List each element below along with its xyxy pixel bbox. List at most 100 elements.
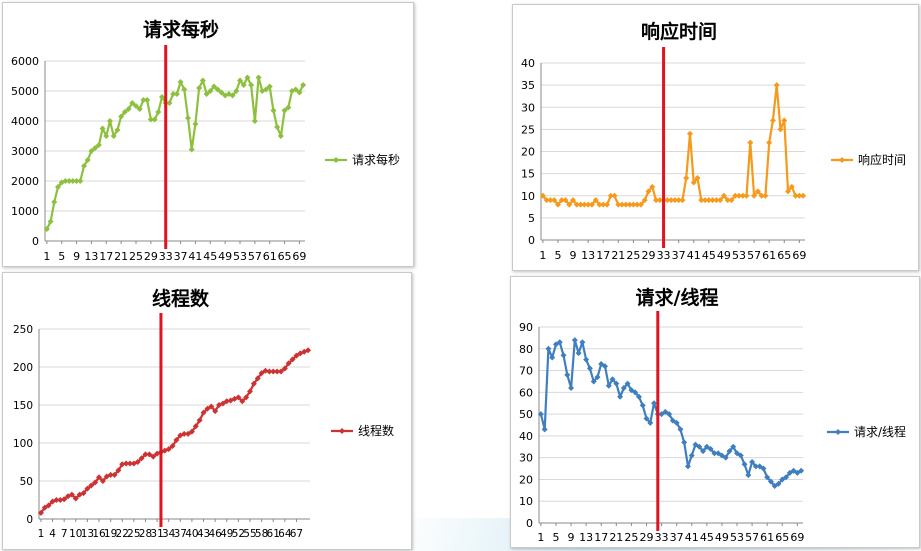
data-point — [173, 91, 180, 97]
y-tick-label: 5000 — [11, 85, 39, 98]
data-point — [88, 148, 95, 154]
data-point — [204, 405, 211, 412]
data-point — [798, 467, 805, 474]
data-point — [277, 133, 284, 139]
data-point — [575, 350, 582, 357]
data-point — [724, 197, 731, 204]
chart-title: 响应时间 — [641, 20, 717, 43]
y-tick-label: 35 — [521, 79, 535, 92]
data-point — [749, 459, 756, 466]
x-tick-label: 67 — [290, 528, 303, 540]
data-point — [165, 446, 172, 453]
x-tick-label: 41 — [685, 531, 699, 544]
x-tick-label: 33 — [657, 249, 671, 262]
data-point — [237, 77, 243, 84]
data-point — [166, 100, 173, 106]
data-point — [747, 139, 754, 146]
x-tick-label: 53 — [233, 250, 247, 263]
data-point — [690, 179, 697, 186]
data-point — [240, 82, 247, 88]
data-point — [762, 192, 769, 199]
data-point — [119, 461, 126, 468]
data-point — [590, 378, 597, 385]
data-point — [609, 376, 616, 383]
data-point — [551, 197, 558, 204]
data-point — [615, 201, 622, 208]
data-point — [720, 192, 727, 199]
x-tick-label: 61 — [267, 528, 280, 540]
data-point — [677, 426, 684, 433]
data-point — [785, 188, 792, 195]
x-tick-label: 31 — [150, 528, 163, 540]
y-tick-label: 2000 — [11, 175, 39, 188]
x-tick-label: 55 — [243, 528, 256, 540]
y-tick-label: 50 — [519, 408, 533, 421]
x-tick-label: 4 — [49, 528, 56, 540]
data-point — [796, 192, 803, 199]
data-point — [686, 130, 693, 137]
x-tick-label: 9 — [568, 531, 575, 544]
y-tick-label: 10 — [519, 495, 533, 508]
data-point — [698, 197, 705, 204]
data-point — [136, 106, 143, 112]
data-point — [637, 201, 644, 208]
data-point — [769, 117, 776, 124]
data-point — [274, 124, 281, 130]
data-point — [300, 82, 307, 88]
data-point — [239, 398, 246, 405]
data-point — [649, 183, 656, 190]
x-tick-label: 43 — [197, 528, 210, 540]
x-tick-label: 29 — [641, 249, 655, 262]
data-point — [292, 86, 299, 93]
data-point — [181, 430, 188, 437]
data-point — [766, 139, 773, 146]
data-point — [739, 192, 746, 199]
data-point — [251, 118, 258, 124]
data-point — [301, 348, 308, 355]
y-tick-label: 15 — [521, 168, 535, 181]
data-point — [99, 125, 106, 132]
data-point — [788, 183, 795, 190]
data-point — [81, 163, 87, 169]
legend-label: 响应时间 — [858, 152, 906, 167]
legend-label: 线程数 — [358, 423, 394, 438]
data-point — [159, 94, 165, 100]
x-tick-label: 37 — [672, 249, 686, 262]
data-point — [203, 91, 210, 97]
data-point — [41, 504, 48, 511]
data-point — [586, 365, 593, 372]
data-point — [671, 197, 678, 204]
data-point — [775, 480, 782, 487]
data-point — [69, 178, 76, 184]
data-point — [68, 491, 75, 498]
data-point — [792, 192, 799, 199]
y-tick-label: 0 — [526, 517, 533, 530]
data-point — [554, 201, 561, 208]
data-point — [144, 97, 151, 103]
y-tick-label: 30 — [519, 452, 533, 465]
x-tick-label: 19 — [104, 528, 117, 540]
x-tick-label: 49 — [717, 249, 731, 262]
data-point — [681, 439, 688, 446]
requests-per-second-plot: 请求每秒 0 1000 2000 3000 4000 5000 6000 1 5 9 13 17 21 25… — [11, 18, 400, 263]
data-point — [619, 201, 626, 208]
data-point — [289, 356, 296, 363]
data-point — [732, 192, 739, 199]
x-tick-label: 49 — [715, 531, 729, 544]
data-point — [181, 86, 188, 93]
data-point — [570, 197, 577, 204]
data-point — [185, 115, 191, 121]
data-point — [254, 375, 261, 382]
data-point — [573, 201, 580, 208]
data-point — [107, 471, 114, 478]
data-point — [99, 478, 106, 484]
data-point — [270, 368, 277, 375]
data-point — [560, 352, 567, 359]
y-tick-label: 80 — [519, 343, 533, 356]
data-point — [250, 380, 257, 387]
data-point — [745, 472, 752, 479]
data-point — [541, 426, 548, 433]
data-point — [43, 226, 50, 232]
x-tick-label: 49 — [220, 528, 233, 540]
chart-requests-per-second: 请求每秒 0 1000 2000 3000 4000 5000 6000 1 5 9 13 17 21 25… — [2, 2, 414, 267]
